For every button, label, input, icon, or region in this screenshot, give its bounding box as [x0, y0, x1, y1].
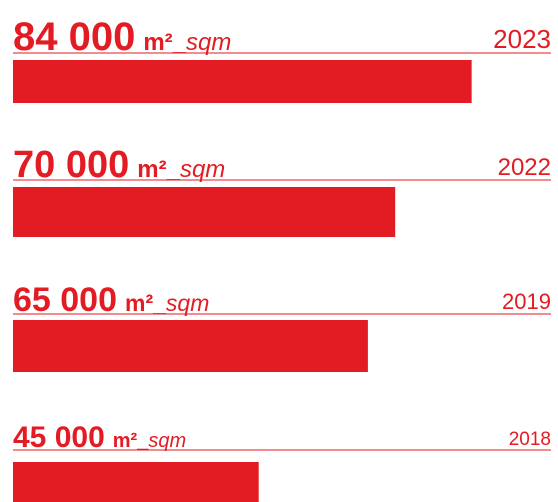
- year-label: 2022: [498, 154, 551, 181]
- value-label: 45 000: [13, 421, 105, 454]
- separator: _: [152, 290, 166, 316]
- unit: m²: [125, 290, 153, 316]
- value-label: 70 000: [13, 144, 129, 186]
- value-label: 84 000: [13, 15, 135, 59]
- year-label: 2023: [493, 24, 551, 54]
- year-label: 2018: [509, 429, 551, 450]
- row-header: 70 000 m²_sqm: [13, 144, 225, 186]
- separator: _: [136, 430, 149, 452]
- value-label: 65 000: [13, 281, 117, 319]
- unit: m²: [137, 156, 166, 183]
- separator: _: [166, 156, 181, 183]
- unit-en: sqm: [148, 430, 186, 452]
- row-header: 45 000 m²_sqm: [13, 421, 186, 454]
- year-label: 2019: [502, 289, 551, 314]
- separator: _: [172, 29, 187, 56]
- row-header: 84 000 m²_sqm: [13, 15, 231, 59]
- unit-en: sqm: [186, 29, 231, 56]
- unit-en: sqm: [166, 290, 209, 316]
- bar: [13, 60, 472, 103]
- bar: [13, 320, 368, 372]
- row-header: 65 000 m²_sqm: [13, 281, 209, 319]
- unit: m²: [143, 29, 172, 56]
- bar: [13, 187, 396, 237]
- unit: m²: [113, 430, 138, 452]
- unit-en: sqm: [180, 156, 225, 183]
- bar: [13, 462, 259, 502]
